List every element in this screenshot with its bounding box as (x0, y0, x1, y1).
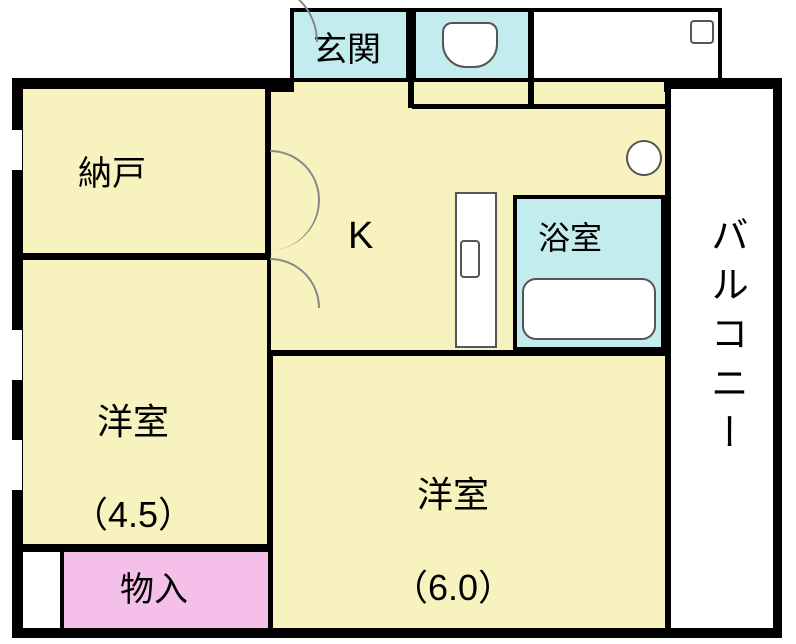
fixture-kitchen-sink (460, 240, 480, 278)
label-kitchen: K (348, 212, 373, 261)
floorplan-canvas: 玄関 納戸 K 浴室 洋室 （4.5） 洋室 （6.0） 物入 バルコニー (0, 0, 796, 644)
toilet-bottom (412, 104, 666, 109)
label-room60: 洋室 （6.0） (392, 425, 514, 612)
label-room60-name: 洋室 (417, 474, 489, 515)
label-room60-size: （6.0） (392, 567, 514, 608)
label-balcony: バルコニー (700, 215, 749, 462)
fixture-toilet (442, 22, 498, 68)
sep-genkan-toilet (408, 8, 414, 108)
label-nando: 納戸 (78, 152, 146, 196)
label-room45-size: （4.5） (72, 494, 194, 535)
label-room45: 洋室 （4.5） (72, 352, 194, 539)
sep-toilet-wash (528, 8, 534, 108)
label-genkan: 玄関 (313, 28, 381, 72)
fixture-vanity-sink (626, 140, 662, 176)
gap-kitchen-top (294, 82, 664, 94)
storage-side-block (19, 548, 64, 632)
label-room45-name: 洋室 (97, 401, 169, 442)
fixture-shower (690, 20, 714, 44)
window-left-2 (8, 330, 22, 380)
window-left-1 (8, 130, 22, 170)
window-left-3 (8, 440, 22, 490)
fixture-bathtub (522, 278, 656, 340)
label-bath: 浴室 (538, 218, 602, 260)
label-storage: 物入 (120, 568, 188, 612)
